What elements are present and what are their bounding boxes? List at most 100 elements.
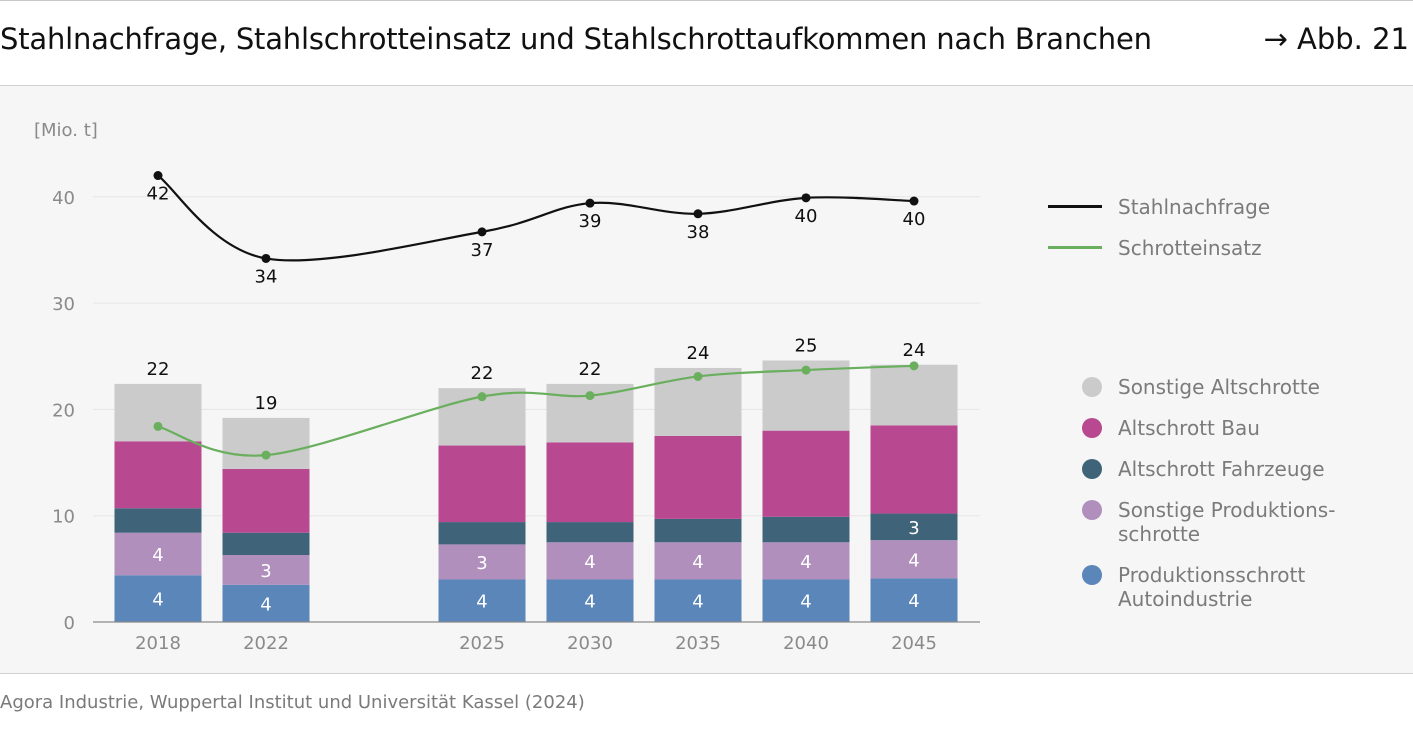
point-schrotteinsatz-2040 bbox=[801, 365, 811, 375]
bar-total-2045: 24 bbox=[903, 340, 926, 361]
y-tick-label-20: 20 bbox=[52, 400, 75, 421]
bar-2018-produktionsschrott-autoindustrie bbox=[114, 575, 202, 622]
point-schrotteinsatz-2035 bbox=[693, 371, 703, 381]
figure-reference[interactable]: → Abb. 21 bbox=[1263, 22, 1409, 56]
bar-label-2045-1: 4 bbox=[908, 550, 919, 571]
point-schrotteinsatz-2045 bbox=[909, 361, 919, 371]
bar-2030-altschrott-bau bbox=[546, 442, 634, 523]
line-label-stahlnachfrage-2018: 42 bbox=[147, 184, 170, 205]
bar-2045-sonstige-altschrotte bbox=[870, 364, 958, 426]
source-note: Agora Industrie, Wuppertal Institut und … bbox=[0, 692, 585, 713]
line-label-stahlnachfrage-2040: 40 bbox=[795, 206, 818, 227]
bar-label-2022-0: 4 bbox=[260, 594, 271, 615]
point-stahlnachfrage-2022 bbox=[261, 253, 271, 263]
bar-label-2045-2: 3 bbox=[908, 518, 919, 539]
y-tick-label-30: 30 bbox=[52, 294, 75, 315]
bar-label-2035-0: 4 bbox=[692, 592, 703, 613]
line-label-stahlnachfrage-2030: 39 bbox=[579, 211, 602, 232]
bar-2025-altschrott-fahrzeuge bbox=[438, 522, 526, 545]
y-axis-unit-label: [Mio. t] bbox=[34, 120, 98, 141]
point-stahlnachfrage-2035 bbox=[693, 209, 703, 219]
x-tick-label-2040: 2040 bbox=[783, 633, 829, 654]
legend-swatch-stahlnachfrage bbox=[1048, 205, 1102, 208]
data-labels: 4422431943224422442444254432442343739384… bbox=[147, 184, 926, 616]
bar-2022-sonstige-altschrotte bbox=[222, 417, 310, 469]
bar-2045-produktionsschrott-autoindustrie bbox=[870, 578, 958, 622]
bar-label-2022-1: 3 bbox=[260, 561, 271, 582]
bar-2030-altschrott-fahrzeuge bbox=[546, 522, 634, 543]
x-tick-label-2022: 2022 bbox=[243, 633, 289, 654]
legend-label-sonstige-altschrotte: Sonstige Altschrotte bbox=[1118, 375, 1320, 399]
y-tick-label-40: 40 bbox=[52, 188, 75, 209]
bar-total-2035: 24 bbox=[687, 343, 710, 364]
bar-2040-altschrott-bau bbox=[762, 430, 850, 517]
x-tick-label-2035: 2035 bbox=[675, 633, 721, 654]
bar-label-2045-0: 4 bbox=[908, 591, 919, 612]
bar-label-2018-1: 4 bbox=[152, 545, 163, 566]
point-stahlnachfrage-2040 bbox=[801, 193, 811, 203]
legend: Stahlnachfrage Schrotteinsatz Sonstige A… bbox=[1048, 0, 1408, 732]
bar-2018-altschrott-fahrzeuge bbox=[114, 508, 202, 533]
line-label-stahlnachfrage-2025: 37 bbox=[471, 240, 494, 261]
bar-2030-produktionsschrott-autoindustrie bbox=[546, 579, 634, 622]
bar-2025-altschrott-bau bbox=[438, 445, 526, 523]
bar-total-2018: 22 bbox=[147, 359, 170, 380]
legend-dot-altschrott-fahrzeuge bbox=[1082, 459, 1102, 479]
bar-2035-produktionsschrott-autoindustrie bbox=[654, 579, 742, 622]
bar-2022-sonstige-produktionsschrotte bbox=[222, 555, 310, 585]
legend-dot-altschrott-bau bbox=[1082, 418, 1102, 438]
x-tick-label-2018: 2018 bbox=[135, 633, 181, 654]
point-stahlnachfrage-2030 bbox=[585, 198, 595, 208]
bar-2040-sonstige-produktionsschrotte bbox=[762, 542, 850, 580]
x-tick-label-2045: 2045 bbox=[891, 633, 937, 654]
bar-label-2030-1: 4 bbox=[584, 552, 595, 573]
bar-2035-altschrott-bau bbox=[654, 435, 742, 519]
bar-label-2030-0: 4 bbox=[584, 592, 595, 613]
legend-swatch-schrotteinsatz bbox=[1048, 246, 1102, 249]
bar-label-2035-1: 4 bbox=[692, 552, 703, 573]
bar-2045-altschrott-fahrzeuge bbox=[870, 513, 958, 541]
bar-label-2018-0: 4 bbox=[152, 590, 163, 611]
legend-dot-produktionsschrott-autoindustrie bbox=[1082, 565, 1102, 585]
bar-2045-sonstige-produktionsschrotte bbox=[870, 540, 958, 579]
bar-2018-sonstige-produktionsschrotte bbox=[114, 532, 202, 576]
bar-label-2025-0: 4 bbox=[476, 592, 487, 613]
bar-2018-altschrott-bau bbox=[114, 441, 202, 509]
bar-label-2040-0: 4 bbox=[800, 592, 811, 613]
line-label-stahlnachfrage-2022: 34 bbox=[255, 266, 278, 287]
point-stahlnachfrage-2025 bbox=[477, 227, 487, 237]
stacked-bars bbox=[114, 360, 958, 622]
top-rule bbox=[0, 0, 1413, 1]
bar-label-2040-1: 4 bbox=[800, 552, 811, 573]
chart-title: Stahlnachfrage, Stahlschrotteinsatz und … bbox=[0, 22, 1152, 56]
line-label-stahlnachfrage-2045: 40 bbox=[903, 209, 926, 230]
bar-2025-produktionsschrott-autoindustrie bbox=[438, 579, 526, 622]
line-series bbox=[153, 171, 919, 460]
bar-2018-sonstige-altschrotte bbox=[114, 383, 202, 442]
bar-total-2025: 22 bbox=[471, 363, 494, 384]
point-schrotteinsatz-2025 bbox=[477, 392, 487, 402]
point-schrotteinsatz-2030 bbox=[585, 391, 595, 401]
legend-label-sonstige-produktionsschrotte: Sonstige Produktions- schrotte bbox=[1118, 498, 1336, 546]
legend-label-schrotteinsatz: Schrotteinsatz bbox=[1118, 236, 1262, 260]
bar-2040-altschrott-fahrzeuge bbox=[762, 516, 850, 543]
bar-2035-altschrott-fahrzeuge bbox=[654, 518, 742, 543]
legend-label-stahlnachfrage: Stahlnachfrage bbox=[1118, 195, 1271, 219]
legend-label-produktionsschrott-autoindustrie: Produktionsschrott Autoindustrie bbox=[1118, 563, 1306, 611]
point-stahlnachfrage-2045 bbox=[909, 196, 919, 206]
point-schrotteinsatz-2018 bbox=[153, 421, 163, 431]
legend-label-altschrott-fahrzeuge: Altschrott Fahrzeuge bbox=[1118, 457, 1325, 481]
bar-label-2025-1: 3 bbox=[476, 553, 487, 574]
bar-2045-altschrott-bau bbox=[870, 425, 958, 514]
point-schrotteinsatz-2022 bbox=[261, 450, 271, 460]
bar-total-2040: 25 bbox=[795, 336, 818, 357]
bar-2022-produktionsschrott-autoindustrie bbox=[222, 584, 310, 622]
bar-total-2022: 19 bbox=[255, 393, 278, 414]
bar-2025-sonstige-produktionsschrotte bbox=[438, 544, 526, 580]
y-tick-label-0: 0 bbox=[64, 613, 75, 634]
bar-2022-altschrott-bau bbox=[222, 468, 310, 533]
bar-total-2030: 22 bbox=[579, 359, 602, 380]
x-tick-label-2030: 2030 bbox=[567, 633, 613, 654]
